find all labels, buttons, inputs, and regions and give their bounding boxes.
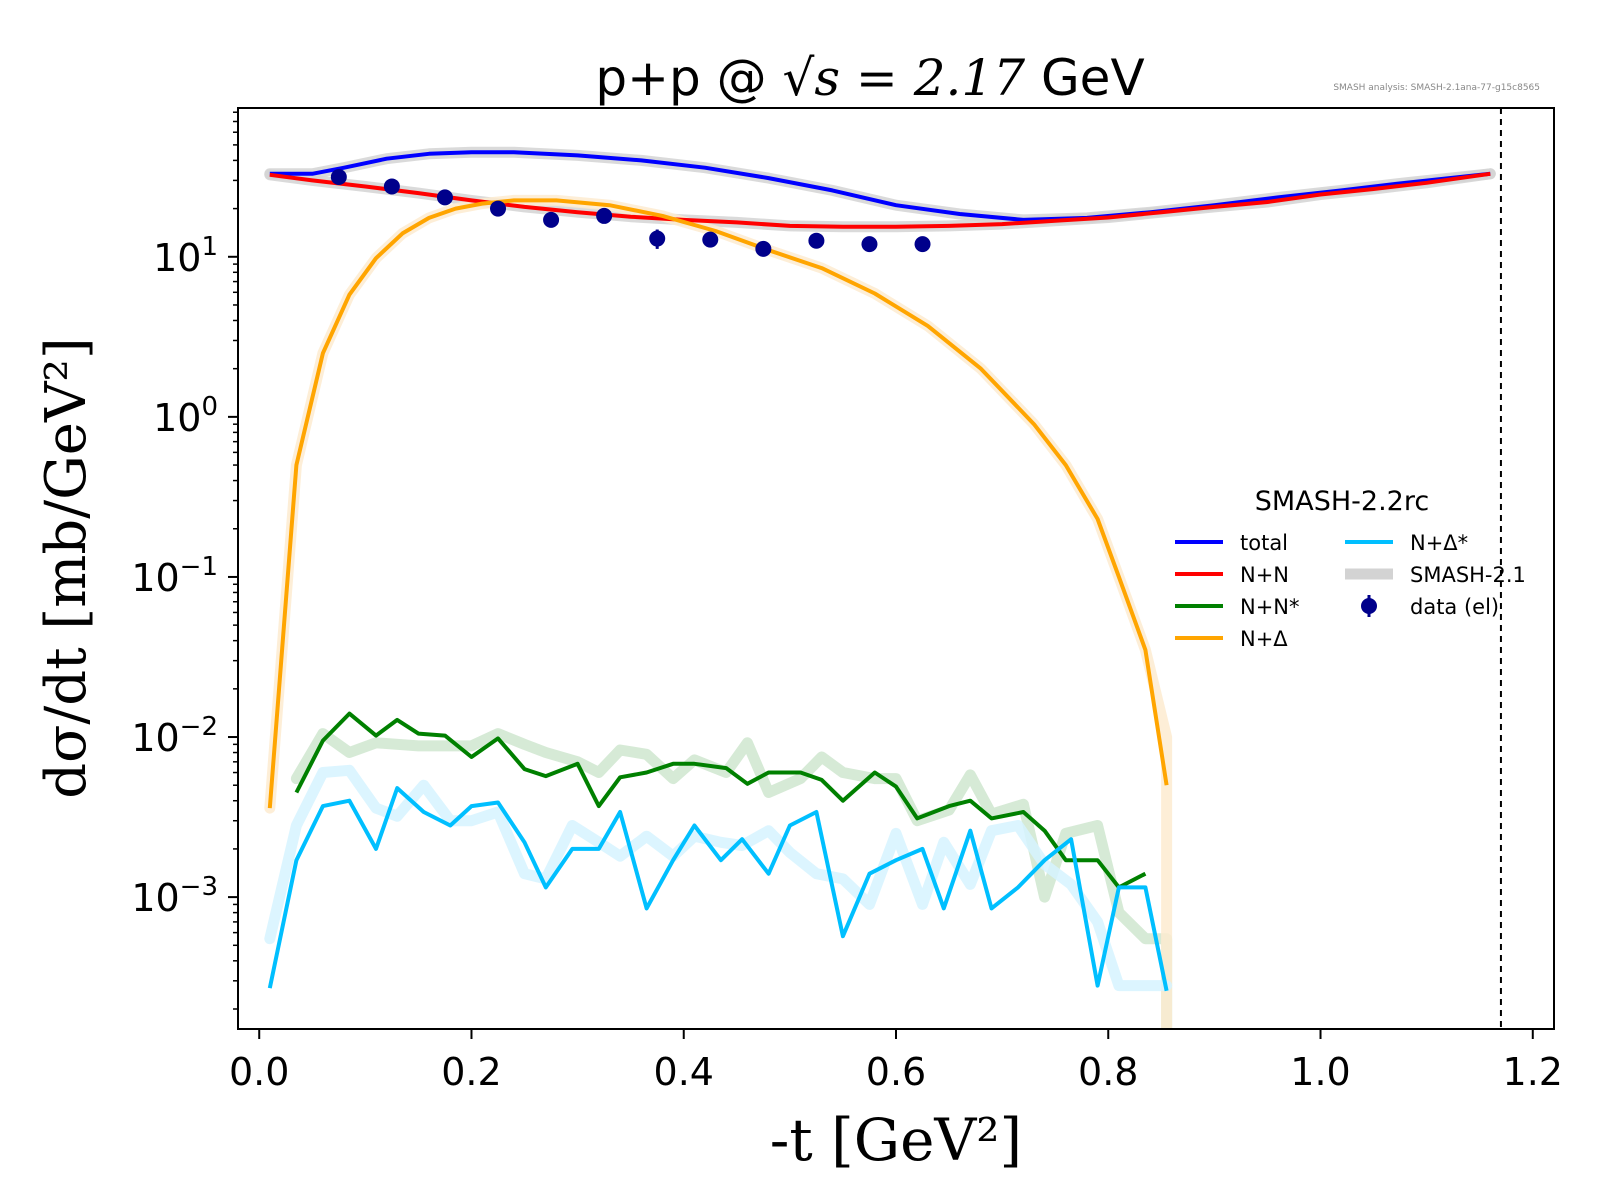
y-axis-label: dσ/dt [mb/GeV²] — [34, 337, 99, 798]
series-line-smash-2-1-n-n-star — [290, 728, 1173, 1029]
legend-label-n-n: N+N — [1240, 563, 1289, 587]
series-line-n-n-star — [294, 711, 1147, 890]
legend-label-data-el: data (el) — [1410, 595, 1499, 619]
data-points-layer — [330, 169, 931, 257]
y-tick-label: 10−3 — [131, 872, 218, 920]
data-point — [490, 200, 507, 217]
title-math: √s = 2.17 — [783, 49, 1026, 107]
data-point — [702, 231, 719, 248]
legend-title: SMASH-2.2rc — [1255, 486, 1429, 517]
x-tick-label: 0.0 — [229, 1050, 289, 1094]
title-right: GeV — [1025, 49, 1145, 107]
legend-label-n-star: N+Δ* — [1410, 531, 1468, 555]
reference-series-layer — [264, 146, 1496, 1029]
data-point — [596, 207, 613, 224]
y-tick-label: 10−2 — [131, 712, 218, 760]
data-point — [861, 236, 878, 253]
chart-title: p+p @ √s = 2.17 GeV — [595, 49, 1144, 107]
legend-label-n: N+Δ — [1240, 627, 1288, 651]
x-tick-label: 0.6 — [866, 1050, 926, 1094]
data-point — [808, 232, 825, 249]
data-point — [543, 211, 560, 228]
data-point — [330, 169, 347, 186]
legend-label-smash-2-1: SMASH-2.1 — [1410, 563, 1526, 587]
series-line-total — [269, 150, 1491, 222]
series-line-n-n — [269, 171, 1491, 229]
x-tick-label: 1.2 — [1503, 1050, 1563, 1094]
series-layer — [267, 150, 1491, 992]
series-line-n-star — [267, 786, 1169, 992]
data-point — [755, 240, 772, 257]
x-tick-label: 1.0 — [1290, 1050, 1350, 1094]
series-line-smash-2-1-n-star — [264, 764, 1173, 992]
x-tick-label: 0.4 — [654, 1050, 714, 1094]
x-tick-label: 0.2 — [441, 1050, 501, 1094]
legend-swatch-data-el — [1361, 598, 1377, 614]
x-axis-label: -t [GeV²] — [770, 1106, 1022, 1174]
legend-label-total: total — [1240, 531, 1288, 555]
data-point — [914, 236, 931, 253]
series-line-n — [267, 198, 1169, 809]
y-tick-label: 101 — [153, 232, 218, 280]
legend-label-n-n-star: N+N* — [1240, 595, 1300, 619]
legend: SMASH-2.2rc total N+N N+N* N+Δ N+Δ* SMASH-2.1… — [1175, 486, 1526, 651]
analysis-annotation: SMASH analysis: SMASH-2.1ana-77-g15c8565 — [1333, 83, 1540, 93]
series-line-smash-2-1-n — [264, 194, 1173, 1029]
title-left: p+p @ — [595, 49, 782, 107]
data-point — [383, 178, 400, 195]
axes: 0.0 0.2 0.4 0.6 0.8 1.0 1.2 10−3 10−2 10−1 100 101 — [131, 111, 1563, 1094]
y-tick-label: 10−1 — [131, 552, 218, 600]
x-tick-label: 0.8 — [1078, 1050, 1138, 1094]
y-tick-label: 100 — [153, 392, 218, 440]
data-point — [649, 230, 666, 247]
data-point — [436, 189, 453, 206]
